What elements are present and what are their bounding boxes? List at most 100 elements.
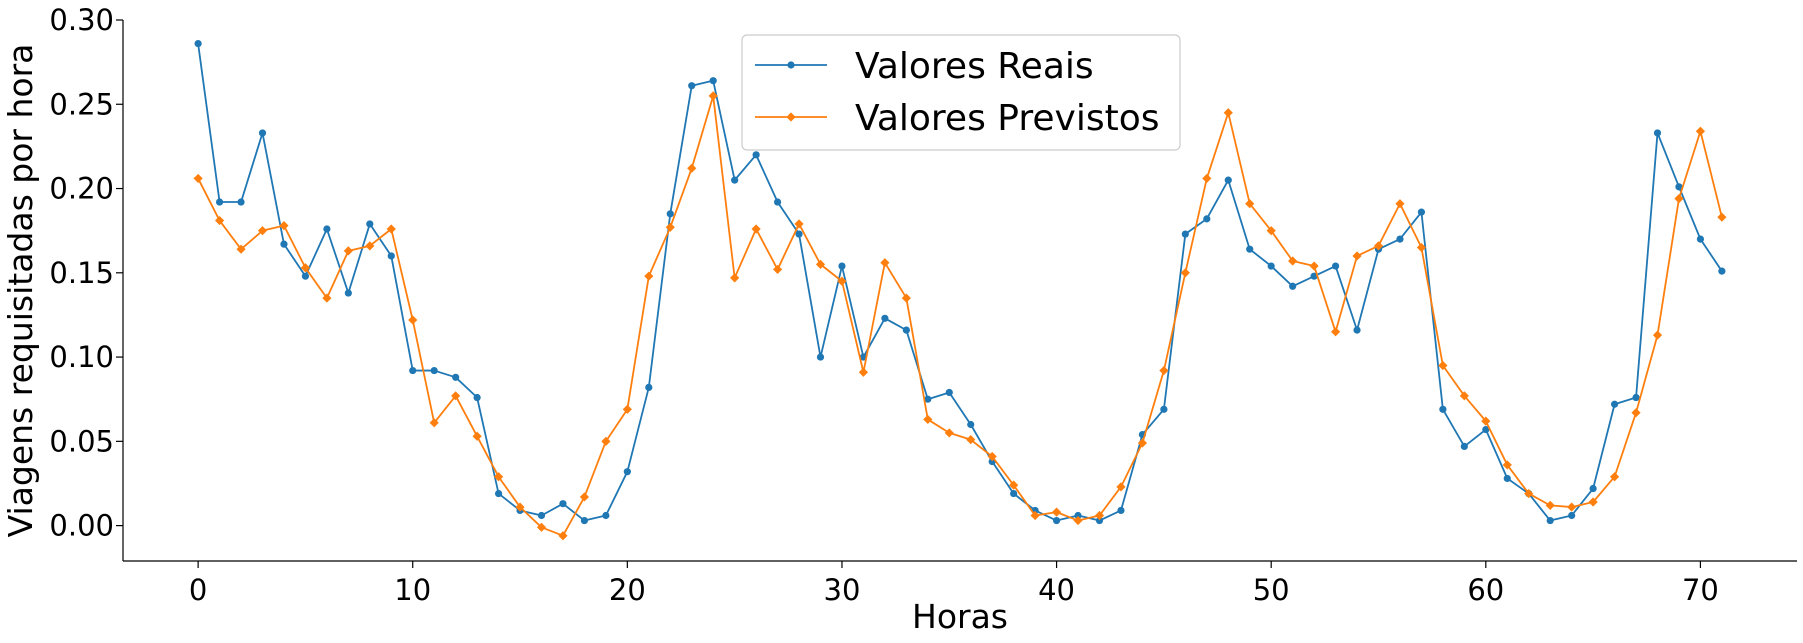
data-point (1718, 267, 1726, 275)
y-tick-label: 0.25 (49, 87, 114, 121)
data-point (708, 91, 718, 101)
data-point (1009, 480, 1019, 490)
data-point (193, 173, 203, 184)
data-point (1073, 515, 1083, 526)
data-point (580, 516, 589, 525)
legend-item: Valores Reais (755, 46, 1094, 87)
data-point (344, 289, 352, 297)
data-point (1289, 282, 1297, 290)
data-point (1459, 391, 1469, 401)
data-point (688, 82, 696, 90)
legend-label: Valores Reais (855, 46, 1094, 87)
y-tick-label: 0.30 (49, 3, 114, 37)
data-point (1030, 510, 1040, 521)
data-point (795, 230, 803, 238)
data-point (1180, 268, 1190, 278)
data-point (1224, 176, 1232, 184)
data-point (323, 225, 331, 233)
data-point (1074, 511, 1082, 520)
data-point (1674, 194, 1684, 204)
data-point (773, 198, 782, 206)
y-tick-label: 0.20 (49, 172, 114, 206)
data-point (1610, 400, 1619, 408)
plot-series (193, 39, 1727, 541)
data-point (1245, 199, 1255, 209)
data-point (730, 273, 740, 283)
data-point (1632, 393, 1640, 402)
data-point (837, 276, 847, 286)
data-point (1373, 241, 1384, 251)
data-point (1052, 516, 1061, 525)
data-point (1609, 472, 1620, 482)
y-tick-label: 0.10 (49, 340, 114, 374)
data-point (1181, 230, 1189, 238)
data-point (1010, 489, 1018, 498)
data-point (880, 258, 890, 268)
data-point (214, 215, 225, 226)
data-point (731, 176, 739, 184)
x-tick-label: 40 (1038, 573, 1075, 607)
data-point (772, 264, 783, 275)
data-point (1309, 261, 1319, 271)
data-point (1203, 215, 1211, 223)
x-tick-label: 0 (189, 573, 207, 607)
series-line (197, 43, 1723, 522)
data-point (494, 489, 503, 498)
data-point (1546, 516, 1554, 525)
data-point (687, 163, 697, 173)
data-point (537, 511, 546, 520)
data-point (1439, 405, 1447, 413)
data-point (343, 246, 353, 256)
data-point (645, 383, 653, 392)
data-point (1653, 129, 1662, 137)
y-tick-label: 0.00 (49, 509, 114, 543)
data-point (1675, 183, 1683, 191)
data-point (1482, 425, 1490, 434)
data-point (386, 224, 396, 234)
data-point (258, 129, 267, 137)
x-tick-label: 60 (1467, 573, 1504, 607)
data-point (838, 262, 846, 270)
x-axis-label: Horas (912, 597, 1008, 636)
data-point (901, 293, 911, 303)
data-point (409, 366, 417, 375)
data-point (472, 431, 482, 441)
data-point (987, 451, 997, 462)
data-point (1545, 500, 1555, 510)
data-point (1095, 516, 1104, 525)
data-point (924, 395, 932, 403)
data-point (644, 271, 654, 281)
legend-marker (787, 61, 795, 69)
data-point (902, 326, 910, 334)
data-point (1223, 108, 1233, 118)
data-point (665, 222, 675, 232)
y-axis-label: Viagens requisitadas por hora (1, 44, 40, 538)
y-ticks: 0.00 0.05 0.10 0.15 0.20 0.25 0.30 (49, 3, 123, 543)
x-tick-label: 10 (394, 573, 431, 607)
data-point (194, 39, 202, 48)
data-point (215, 198, 224, 206)
data-point (815, 259, 826, 269)
x-ticks: 0 10 20 30 40 50 60 70 (189, 561, 1719, 607)
data-point (1353, 326, 1361, 334)
data-point (623, 468, 631, 476)
data-point (1331, 262, 1340, 270)
data-point (967, 420, 975, 429)
legend-items: Valores Reais Valores Previstos (755, 46, 1159, 139)
x-tick-label: 20 (609, 573, 646, 607)
data-point (1589, 484, 1597, 493)
data-point (944, 428, 954, 438)
data-point (858, 367, 869, 377)
data-point (881, 314, 889, 322)
data-point (1524, 488, 1534, 499)
legend-marker (786, 112, 796, 122)
y-tick-label: 0.05 (49, 424, 114, 458)
data-point (923, 414, 933, 425)
data-point (365, 241, 375, 251)
data-point (945, 388, 953, 397)
x-tick-label: 70 (1682, 573, 1719, 607)
data-point (322, 293, 332, 303)
y-tick-label: 0.15 (49, 256, 114, 290)
data-point (709, 77, 717, 85)
data-point (300, 263, 311, 273)
